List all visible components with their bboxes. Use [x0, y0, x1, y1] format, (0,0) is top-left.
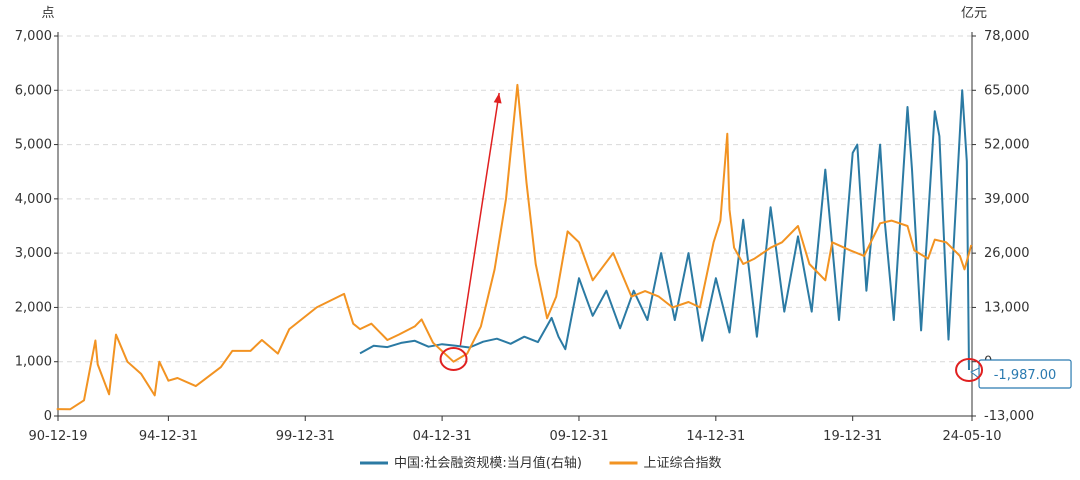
highlight-circle: [439, 347, 468, 371]
x-tick-label: 19-12-31: [823, 429, 882, 444]
plot-area: [56, 83, 973, 411]
y-left-tick-label: 4,000: [15, 192, 52, 207]
y-left-tick-label: 6,000: [15, 83, 52, 98]
y-right-tick-label: 39,000: [984, 192, 1030, 207]
y-right-tick-label: 26,000: [984, 246, 1030, 261]
trend-arrow-head: [493, 93, 502, 104]
x-tick-label: 94-12-31: [139, 429, 198, 444]
right-axis-unit: 亿元: [961, 6, 987, 21]
x-tick-label: 99-12-31: [276, 429, 335, 444]
highlight-circle: [955, 358, 984, 383]
legend-label-2: 上证综合指数: [644, 456, 722, 471]
callout-value: -1,987.00: [994, 368, 1057, 383]
y-left-tick-label: 0: [44, 409, 52, 424]
x-tick-label: 09-12-31: [549, 429, 608, 444]
y-left-tick-label: 5,000: [15, 138, 52, 153]
series-line-1: [359, 89, 970, 371]
x-tick-label: 90-12-19: [28, 429, 87, 444]
annotations: -1,987.00: [439, 92, 1072, 389]
y-right-tick-label: 52,000: [984, 138, 1030, 153]
x-tick-label: 24-05-10: [942, 429, 1001, 444]
legend: 中国:社会融资规模:当月值(右轴) 上证综合指数: [360, 455, 722, 471]
x-tick-label: 04-12-31: [413, 429, 472, 444]
x-tick-label: 14-12-31: [686, 429, 745, 444]
left-axis-unit: 点: [41, 6, 54, 21]
y-right-tick-label: 78,000: [984, 29, 1030, 44]
y-left-tick-label: 3,000: [15, 246, 52, 261]
y-right-tick-label: 65,000: [984, 83, 1030, 98]
y-right-tick-label: -13,000: [984, 409, 1034, 424]
y-right-tick-label: 13,000: [984, 300, 1030, 315]
legend-label-1: 中国:社会融资规模:当月值(右轴): [394, 455, 582, 471]
y-left-tick-label: 2,000: [15, 300, 52, 315]
series-line-2: [56, 83, 973, 411]
callout-box: [978, 359, 1072, 389]
y-left-tick-label: 7,000: [15, 29, 52, 44]
axes: 0 1,000 2,000 3,000 4,000 5,000 6,000 7,000 -13,…: [15, 6, 1034, 444]
gridlines: [58, 35, 972, 363]
y-left-tick-label: 1,000: [15, 355, 52, 370]
trend-arrow: [459, 92, 500, 346]
